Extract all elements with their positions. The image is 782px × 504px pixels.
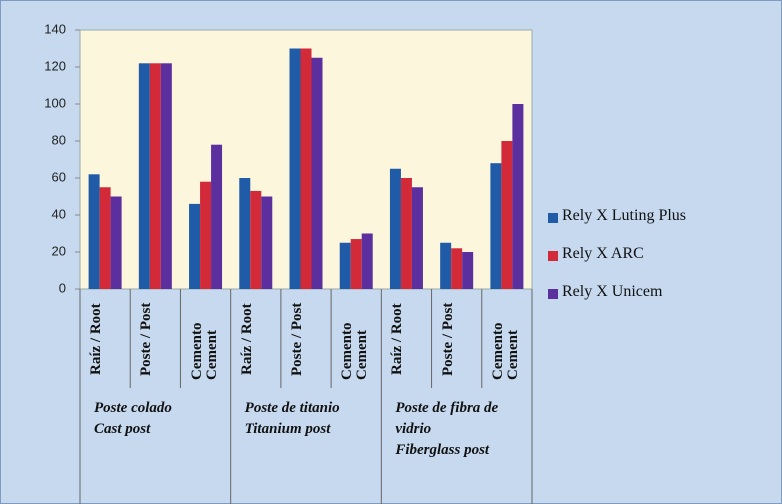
bar [440,242,452,289]
bar [339,242,351,289]
bar [311,57,323,289]
y-tick-label: 20 [52,243,66,258]
group-label: Poste colado Cast post [94,398,224,440]
bar [250,190,262,289]
bar [411,187,423,289]
legend-swatch [548,213,558,223]
bar [189,203,201,289]
x-tick-label: Poste / Post [138,302,155,376]
bar [400,178,412,289]
x-tick-label: Poste / Post [289,302,305,376]
y-tick-label: 40 [52,206,66,221]
group-title: Poste colado [94,400,172,416]
bar [160,63,172,289]
y-tick-label: 100 [44,95,66,110]
bar [211,144,223,289]
group-subtitle: Fiberglass post [395,442,490,458]
legend-label: Rely X Luting Plus [562,207,687,224]
bar [149,63,161,289]
y-tick-label: 120 [44,58,66,73]
group-title: Poste de titanio [244,400,340,416]
legend-label: Rely X ARC [562,245,644,262]
group-subtitle: Cast post [94,421,151,437]
group-subtitle: Titanium post [244,421,331,437]
y-tick-label: 80 [52,132,66,147]
bar [350,239,362,289]
bar [389,168,401,289]
group-title: Poste de fibra de vidrio [395,400,499,437]
x-tick-label: Raíz / Root [88,303,105,375]
x-tick-label: Cemento Cement [339,322,371,380]
bar [99,187,111,289]
bar [300,48,312,289]
x-tick-label: Poste / Post [439,302,456,376]
group-label: Poste de fibra de vidrio Fiberglass post [395,398,525,461]
x-tick-label: Raíz / Root [389,303,406,375]
y-tick-label: 140 [44,21,66,36]
bar [289,48,301,289]
y-tick-label: 60 [52,169,66,184]
x-tick-label: Cemento Cement [489,322,521,380]
bar [501,141,513,289]
bar [490,163,502,289]
x-tick-label: Raíz / Root [238,303,255,375]
y-tick-label: 0 [59,280,66,295]
legend-swatch [548,289,558,299]
bar [239,178,251,289]
bar [261,196,273,289]
bar [138,63,150,289]
bar [88,174,100,289]
bar [451,248,463,289]
bar [200,181,212,289]
legend-swatch [548,251,558,261]
bar [462,252,474,289]
bar [512,104,524,289]
legend-label: Rely X Unicem [562,283,663,300]
x-tick-label: Cemento Cement [188,322,220,380]
bar [110,196,122,289]
bar [361,233,373,289]
group-label: Poste de titanio Titanium post [245,398,375,440]
